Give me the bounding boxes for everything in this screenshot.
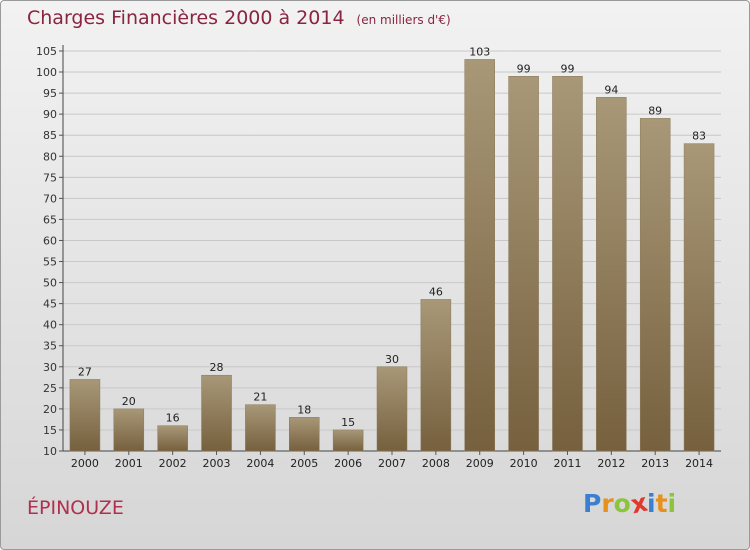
x-tick-label: 2014	[685, 457, 713, 470]
logo-letter: r	[601, 489, 614, 518]
data-label-2013: 89	[648, 104, 662, 117]
data-label-2009: 103	[469, 45, 490, 58]
data-label-2008: 46	[429, 285, 443, 298]
x-tick-label: 2007	[378, 457, 406, 470]
place-name: ÉPINOUZE	[27, 497, 124, 519]
bar-2013	[639, 118, 671, 452]
y-tick-label: 90	[43, 108, 57, 121]
data-label-2006: 15	[341, 416, 355, 429]
logo-letter: i	[647, 489, 656, 518]
logo-letter: i	[667, 489, 677, 518]
x-tick-label: 2009	[466, 457, 494, 470]
y-tick-label: 95	[43, 87, 57, 100]
x-tick-label: 2000	[71, 457, 99, 470]
y-tick-label: 10	[43, 445, 57, 458]
y-tick-label: 105	[36, 45, 57, 58]
bar-2003	[201, 374, 232, 452]
logo-letter: P	[583, 489, 602, 518]
data-labels: 27 20 16 28 21 18 15 30 46 103 99 99 94 89 83	[78, 45, 706, 429]
data-label-2012: 94	[604, 83, 618, 96]
data-label-2001: 20	[122, 395, 136, 408]
data-label-2011: 99	[560, 62, 574, 75]
data-label-2004: 21	[253, 391, 267, 404]
y-tick-label: 15	[43, 424, 57, 437]
y-tick-label: 60	[43, 234, 57, 247]
y-tick-label: 45	[43, 298, 57, 311]
logo-letter: t	[655, 489, 668, 518]
y-tick-label: 20	[43, 403, 57, 416]
y-tick-label: 55	[43, 256, 57, 269]
chart-subtitle: (en milliers d'€)	[356, 13, 451, 27]
x-tick-label: 2001	[115, 457, 143, 470]
x-tick-label: 2002	[159, 457, 187, 470]
y-tick-label: 75	[43, 171, 57, 184]
bar-2010	[508, 76, 539, 452]
y-tick-label: 100	[36, 66, 57, 79]
y-tick-label: 65	[43, 213, 57, 226]
y-tick-label: 70	[43, 192, 57, 205]
bar-2006	[332, 429, 364, 452]
bar-2005	[289, 417, 320, 452]
bars	[69, 59, 715, 452]
y-tick-label: 40	[43, 319, 57, 332]
proxiti-logo: Proxiti	[583, 488, 677, 520]
chart-title-text: Charges Financières 2000 à 2014	[27, 7, 345, 29]
x-tick-label: 2003	[203, 457, 231, 470]
bar-2008	[420, 299, 452, 452]
y-tick-label: 50	[43, 277, 57, 290]
bar-2007	[376, 366, 408, 452]
data-label-2002: 16	[166, 412, 180, 425]
bar-2002	[157, 425, 188, 452]
x-tick-label: 2010	[510, 457, 538, 470]
logo-letter: o	[613, 489, 631, 518]
data-label-2014: 83	[692, 130, 706, 143]
data-label-2000: 27	[78, 365, 92, 378]
chart-title: Charges Financières 2000 à 2014 (en milli…	[27, 7, 451, 29]
data-label-2003: 28	[210, 361, 224, 374]
data-label-2005: 18	[297, 403, 311, 416]
bar-2000	[69, 379, 101, 452]
x-tick-label: 2006	[334, 457, 362, 470]
bar-2014	[683, 143, 715, 452]
x-tick-label: 2013	[641, 457, 669, 470]
x-tick-label: 2004	[246, 457, 274, 470]
bar-2012	[596, 97, 627, 452]
bar-2004	[245, 404, 276, 452]
bar-2009	[464, 59, 495, 452]
x-tick-label: 2012	[597, 457, 625, 470]
x-tick-label: 2011	[553, 457, 581, 470]
y-tick-label: 85	[43, 129, 57, 142]
bar-2001	[113, 408, 145, 452]
y-tick-label: 80	[43, 150, 57, 163]
y-tick-label: 35	[43, 340, 57, 353]
y-tick-label: 25	[43, 382, 57, 395]
y-tick-label: 30	[43, 361, 57, 374]
bar-2011	[552, 76, 583, 452]
y-tick-labels: 10 15 20 25 30 35 40 45 50 55 60 65 70 75 80 85 90 95 100 1…	[36, 45, 57, 458]
data-label-2007: 30	[385, 353, 399, 366]
x-tick-labels: 2000 2001 2002 2003 2004 2005 2006 2007 2008 2009…	[71, 451, 713, 470]
x-tick-label: 2005	[290, 457, 318, 470]
data-label-2010: 99	[517, 62, 531, 75]
x-tick-label: 2008	[422, 457, 450, 470]
